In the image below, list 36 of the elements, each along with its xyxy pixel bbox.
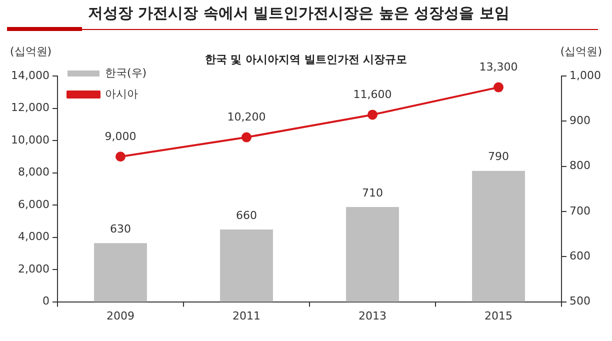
- y2-tick-label: 800: [570, 159, 591, 172]
- data-label: 13,300: [479, 60, 518, 74]
- data-label: 790: [488, 150, 510, 164]
- y2-tick-label: 900: [570, 114, 591, 128]
- y-tick-label: 12,000: [10, 101, 50, 114]
- y2-tick-label: 700: [570, 204, 591, 218]
- y-tick-label: 8,000: [18, 166, 50, 179]
- legend-label: 아시아: [104, 87, 138, 100]
- point: [368, 110, 378, 120]
- point: [115, 152, 126, 162]
- y2-tick-label: 1,000: [570, 68, 602, 82]
- y2-tick-label: 500: [570, 294, 591, 308]
- y-tick-label: 10,000: [10, 133, 50, 146]
- data-label: 11,600: [353, 88, 392, 102]
- y2-axis-title: (십억원): [560, 44, 602, 59]
- x-tick-label: 2015: [484, 309, 513, 322]
- y2-tick-label: 600: [570, 250, 591, 262]
- y-tick-label: 14,000: [10, 68, 50, 82]
- data-label: 630: [110, 222, 131, 236]
- point: [241, 132, 252, 142]
- data-label: 660: [236, 208, 257, 222]
- point: [494, 82, 504, 92]
- y-tick-label: 6,000: [18, 198, 50, 211]
- x-tick-label: 2009: [106, 309, 134, 322]
- chart-subtitle: 한국 및 아시아지역 빌트인가전 시장규모: [204, 53, 408, 66]
- data-label: 10,200: [227, 110, 266, 124]
- data-label: 9,000: [104, 130, 136, 143]
- y-tick-label: 0: [42, 294, 50, 308]
- legend-label: 한국(우): [104, 66, 147, 80]
- chart-title: 저성장 가전시장 속에서 빌트인가전시장은 높은 성장성을 보임: [88, 4, 510, 23]
- data-label: 710: [362, 186, 383, 200]
- y-tick-label: 4,000: [18, 230, 50, 244]
- y-axis-title: (십억원): [10, 44, 52, 59]
- x-tick-label: 2013: [358, 309, 386, 322]
- y-tick-label: 2,000: [18, 262, 50, 276]
- x-tick-label: 2011: [232, 309, 260, 322]
